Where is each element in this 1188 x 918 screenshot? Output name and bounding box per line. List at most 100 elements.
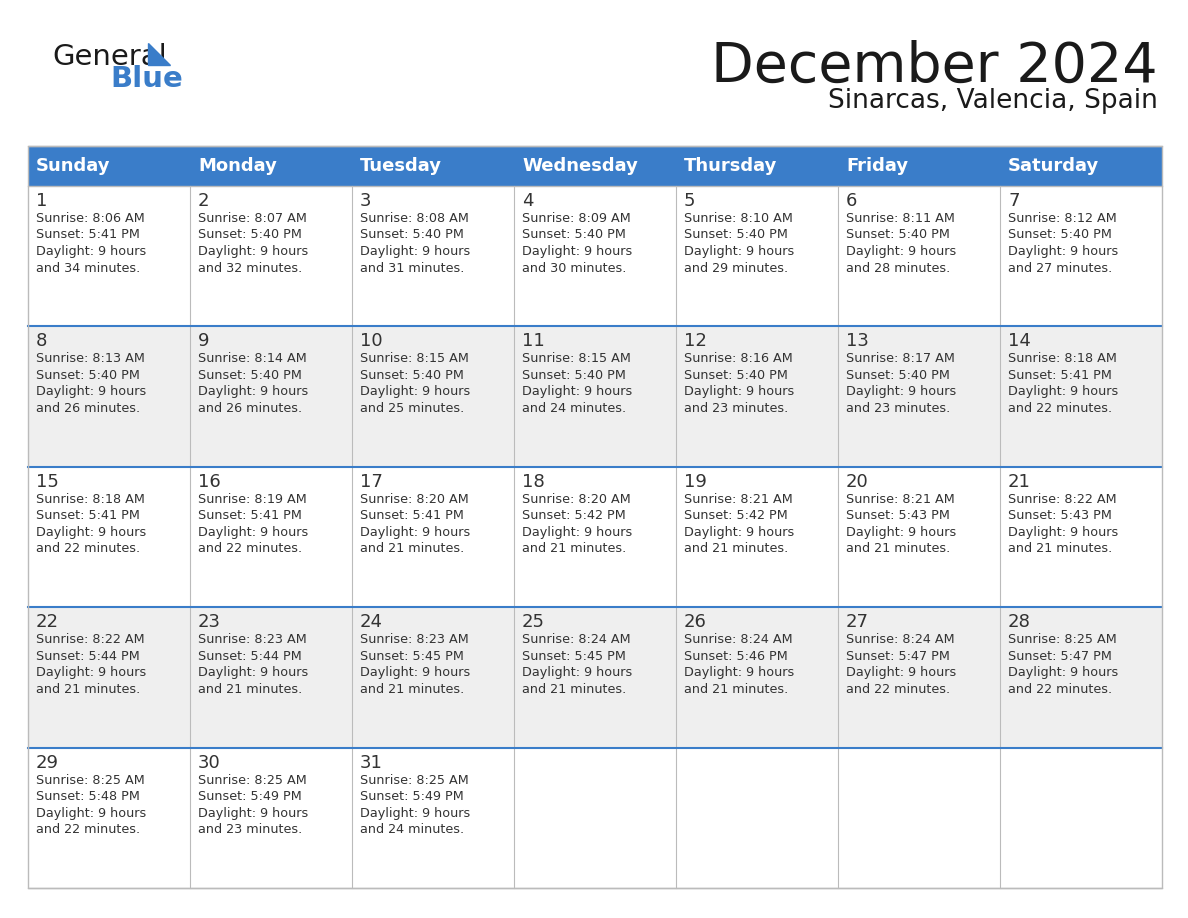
Text: Sunrise: 8:15 AM: Sunrise: 8:15 AM xyxy=(522,353,631,365)
Text: Sunrise: 8:22 AM: Sunrise: 8:22 AM xyxy=(1007,493,1117,506)
Text: Sunrise: 8:24 AM: Sunrise: 8:24 AM xyxy=(846,633,955,646)
Text: 31: 31 xyxy=(360,754,383,772)
Text: Sunset: 5:40 PM: Sunset: 5:40 PM xyxy=(684,369,788,382)
Bar xyxy=(29,466,1162,607)
Text: Friday: Friday xyxy=(846,157,908,175)
Text: Sunset: 5:40 PM: Sunset: 5:40 PM xyxy=(360,369,463,382)
Bar xyxy=(29,146,1162,186)
Bar xyxy=(29,607,1162,747)
Text: Sunset: 5:49 PM: Sunset: 5:49 PM xyxy=(198,790,302,803)
Text: and 34 minutes.: and 34 minutes. xyxy=(36,262,140,274)
Text: Sunrise: 8:11 AM: Sunrise: 8:11 AM xyxy=(846,212,955,225)
Text: Sunset: 5:41 PM: Sunset: 5:41 PM xyxy=(36,229,140,241)
Text: Daylight: 9 hours: Daylight: 9 hours xyxy=(198,807,308,820)
Text: Sunset: 5:41 PM: Sunset: 5:41 PM xyxy=(198,509,302,522)
Text: Sunrise: 8:15 AM: Sunrise: 8:15 AM xyxy=(360,353,469,365)
Text: Sunset: 5:40 PM: Sunset: 5:40 PM xyxy=(198,229,302,241)
Text: Sunrise: 8:23 AM: Sunrise: 8:23 AM xyxy=(360,633,469,646)
Text: Sunset: 5:40 PM: Sunset: 5:40 PM xyxy=(846,369,950,382)
Text: Sunset: 5:44 PM: Sunset: 5:44 PM xyxy=(198,650,302,663)
Text: Sunrise: 8:17 AM: Sunrise: 8:17 AM xyxy=(846,353,955,365)
Text: and 22 minutes.: and 22 minutes. xyxy=(1007,402,1112,415)
Text: Sunset: 5:40 PM: Sunset: 5:40 PM xyxy=(684,229,788,241)
Text: Daylight: 9 hours: Daylight: 9 hours xyxy=(1007,666,1118,679)
Text: 28: 28 xyxy=(1007,613,1031,632)
Text: Daylight: 9 hours: Daylight: 9 hours xyxy=(522,526,632,539)
Text: Daylight: 9 hours: Daylight: 9 hours xyxy=(522,386,632,398)
Text: 9: 9 xyxy=(198,332,209,351)
Text: Daylight: 9 hours: Daylight: 9 hours xyxy=(198,245,308,258)
Text: Daylight: 9 hours: Daylight: 9 hours xyxy=(846,666,956,679)
Text: Saturday: Saturday xyxy=(1007,157,1099,175)
Text: Daylight: 9 hours: Daylight: 9 hours xyxy=(36,386,146,398)
Text: Sunday: Sunday xyxy=(36,157,110,175)
Text: and 21 minutes.: and 21 minutes. xyxy=(1007,543,1112,555)
Text: Sunset: 5:40 PM: Sunset: 5:40 PM xyxy=(1007,229,1112,241)
Bar xyxy=(29,146,1162,888)
Text: and 21 minutes.: and 21 minutes. xyxy=(360,543,465,555)
Text: Sunrise: 8:19 AM: Sunrise: 8:19 AM xyxy=(198,493,307,506)
Text: Sunrise: 8:23 AM: Sunrise: 8:23 AM xyxy=(198,633,307,646)
Text: Sunset: 5:40 PM: Sunset: 5:40 PM xyxy=(198,369,302,382)
Text: Sunset: 5:41 PM: Sunset: 5:41 PM xyxy=(360,509,463,522)
Text: 17: 17 xyxy=(360,473,383,491)
Text: 25: 25 xyxy=(522,613,545,632)
Text: and 32 minutes.: and 32 minutes. xyxy=(198,262,302,274)
Text: 15: 15 xyxy=(36,473,59,491)
Text: Thursday: Thursday xyxy=(684,157,777,175)
Text: Sunset: 5:42 PM: Sunset: 5:42 PM xyxy=(522,509,626,522)
Text: Daylight: 9 hours: Daylight: 9 hours xyxy=(36,245,146,258)
Text: Daylight: 9 hours: Daylight: 9 hours xyxy=(684,386,795,398)
Text: Sunset: 5:40 PM: Sunset: 5:40 PM xyxy=(36,369,140,382)
Text: Daylight: 9 hours: Daylight: 9 hours xyxy=(36,666,146,679)
Text: Sunset: 5:43 PM: Sunset: 5:43 PM xyxy=(1007,509,1112,522)
Text: and 21 minutes.: and 21 minutes. xyxy=(522,683,626,696)
Text: 1: 1 xyxy=(36,192,48,210)
Text: Sunset: 5:40 PM: Sunset: 5:40 PM xyxy=(522,229,626,241)
Text: Sunrise: 8:25 AM: Sunrise: 8:25 AM xyxy=(36,774,145,787)
Text: Daylight: 9 hours: Daylight: 9 hours xyxy=(198,666,308,679)
Text: Sunset: 5:41 PM: Sunset: 5:41 PM xyxy=(1007,369,1112,382)
Text: Blue: Blue xyxy=(110,65,183,93)
Text: Daylight: 9 hours: Daylight: 9 hours xyxy=(684,666,795,679)
Text: 23: 23 xyxy=(198,613,221,632)
Text: Daylight: 9 hours: Daylight: 9 hours xyxy=(1007,245,1118,258)
Text: and 21 minutes.: and 21 minutes. xyxy=(522,543,626,555)
Text: 10: 10 xyxy=(360,332,383,351)
Text: Sunset: 5:41 PM: Sunset: 5:41 PM xyxy=(36,509,140,522)
Text: Sunset: 5:45 PM: Sunset: 5:45 PM xyxy=(522,650,626,663)
Text: Sunrise: 8:24 AM: Sunrise: 8:24 AM xyxy=(522,633,631,646)
Text: Sunrise: 8:07 AM: Sunrise: 8:07 AM xyxy=(198,212,307,225)
Text: Daylight: 9 hours: Daylight: 9 hours xyxy=(360,245,470,258)
Text: Daylight: 9 hours: Daylight: 9 hours xyxy=(846,386,956,398)
Text: Sunset: 5:43 PM: Sunset: 5:43 PM xyxy=(846,509,950,522)
Text: Sunset: 5:49 PM: Sunset: 5:49 PM xyxy=(360,790,463,803)
Text: and 31 minutes.: and 31 minutes. xyxy=(360,262,465,274)
Text: Sunset: 5:40 PM: Sunset: 5:40 PM xyxy=(846,229,950,241)
Text: and 21 minutes.: and 21 minutes. xyxy=(198,683,302,696)
Text: 7: 7 xyxy=(1007,192,1019,210)
Text: and 21 minutes.: and 21 minutes. xyxy=(684,543,789,555)
Text: 30: 30 xyxy=(198,754,221,772)
Text: Daylight: 9 hours: Daylight: 9 hours xyxy=(684,245,795,258)
Text: Sunrise: 8:20 AM: Sunrise: 8:20 AM xyxy=(522,493,631,506)
Text: 29: 29 xyxy=(36,754,59,772)
Text: Sunrise: 8:14 AM: Sunrise: 8:14 AM xyxy=(198,353,307,365)
Text: Sunrise: 8:25 AM: Sunrise: 8:25 AM xyxy=(198,774,307,787)
Text: December 2024: December 2024 xyxy=(712,40,1158,94)
Polygon shape xyxy=(148,43,170,65)
Text: Daylight: 9 hours: Daylight: 9 hours xyxy=(198,526,308,539)
Text: Sunrise: 8:24 AM: Sunrise: 8:24 AM xyxy=(684,633,792,646)
Text: Sunset: 5:47 PM: Sunset: 5:47 PM xyxy=(1007,650,1112,663)
Text: and 23 minutes.: and 23 minutes. xyxy=(684,402,789,415)
Text: Sunset: 5:47 PM: Sunset: 5:47 PM xyxy=(846,650,950,663)
Text: Sunset: 5:40 PM: Sunset: 5:40 PM xyxy=(360,229,463,241)
Text: Sunset: 5:48 PM: Sunset: 5:48 PM xyxy=(36,790,140,803)
Text: and 29 minutes.: and 29 minutes. xyxy=(684,262,788,274)
Text: and 22 minutes.: and 22 minutes. xyxy=(198,543,302,555)
Text: 20: 20 xyxy=(846,473,868,491)
Text: Daylight: 9 hours: Daylight: 9 hours xyxy=(1007,526,1118,539)
Bar xyxy=(29,186,1162,327)
Text: Sunrise: 8:20 AM: Sunrise: 8:20 AM xyxy=(360,493,469,506)
Text: Sunrise: 8:12 AM: Sunrise: 8:12 AM xyxy=(1007,212,1117,225)
